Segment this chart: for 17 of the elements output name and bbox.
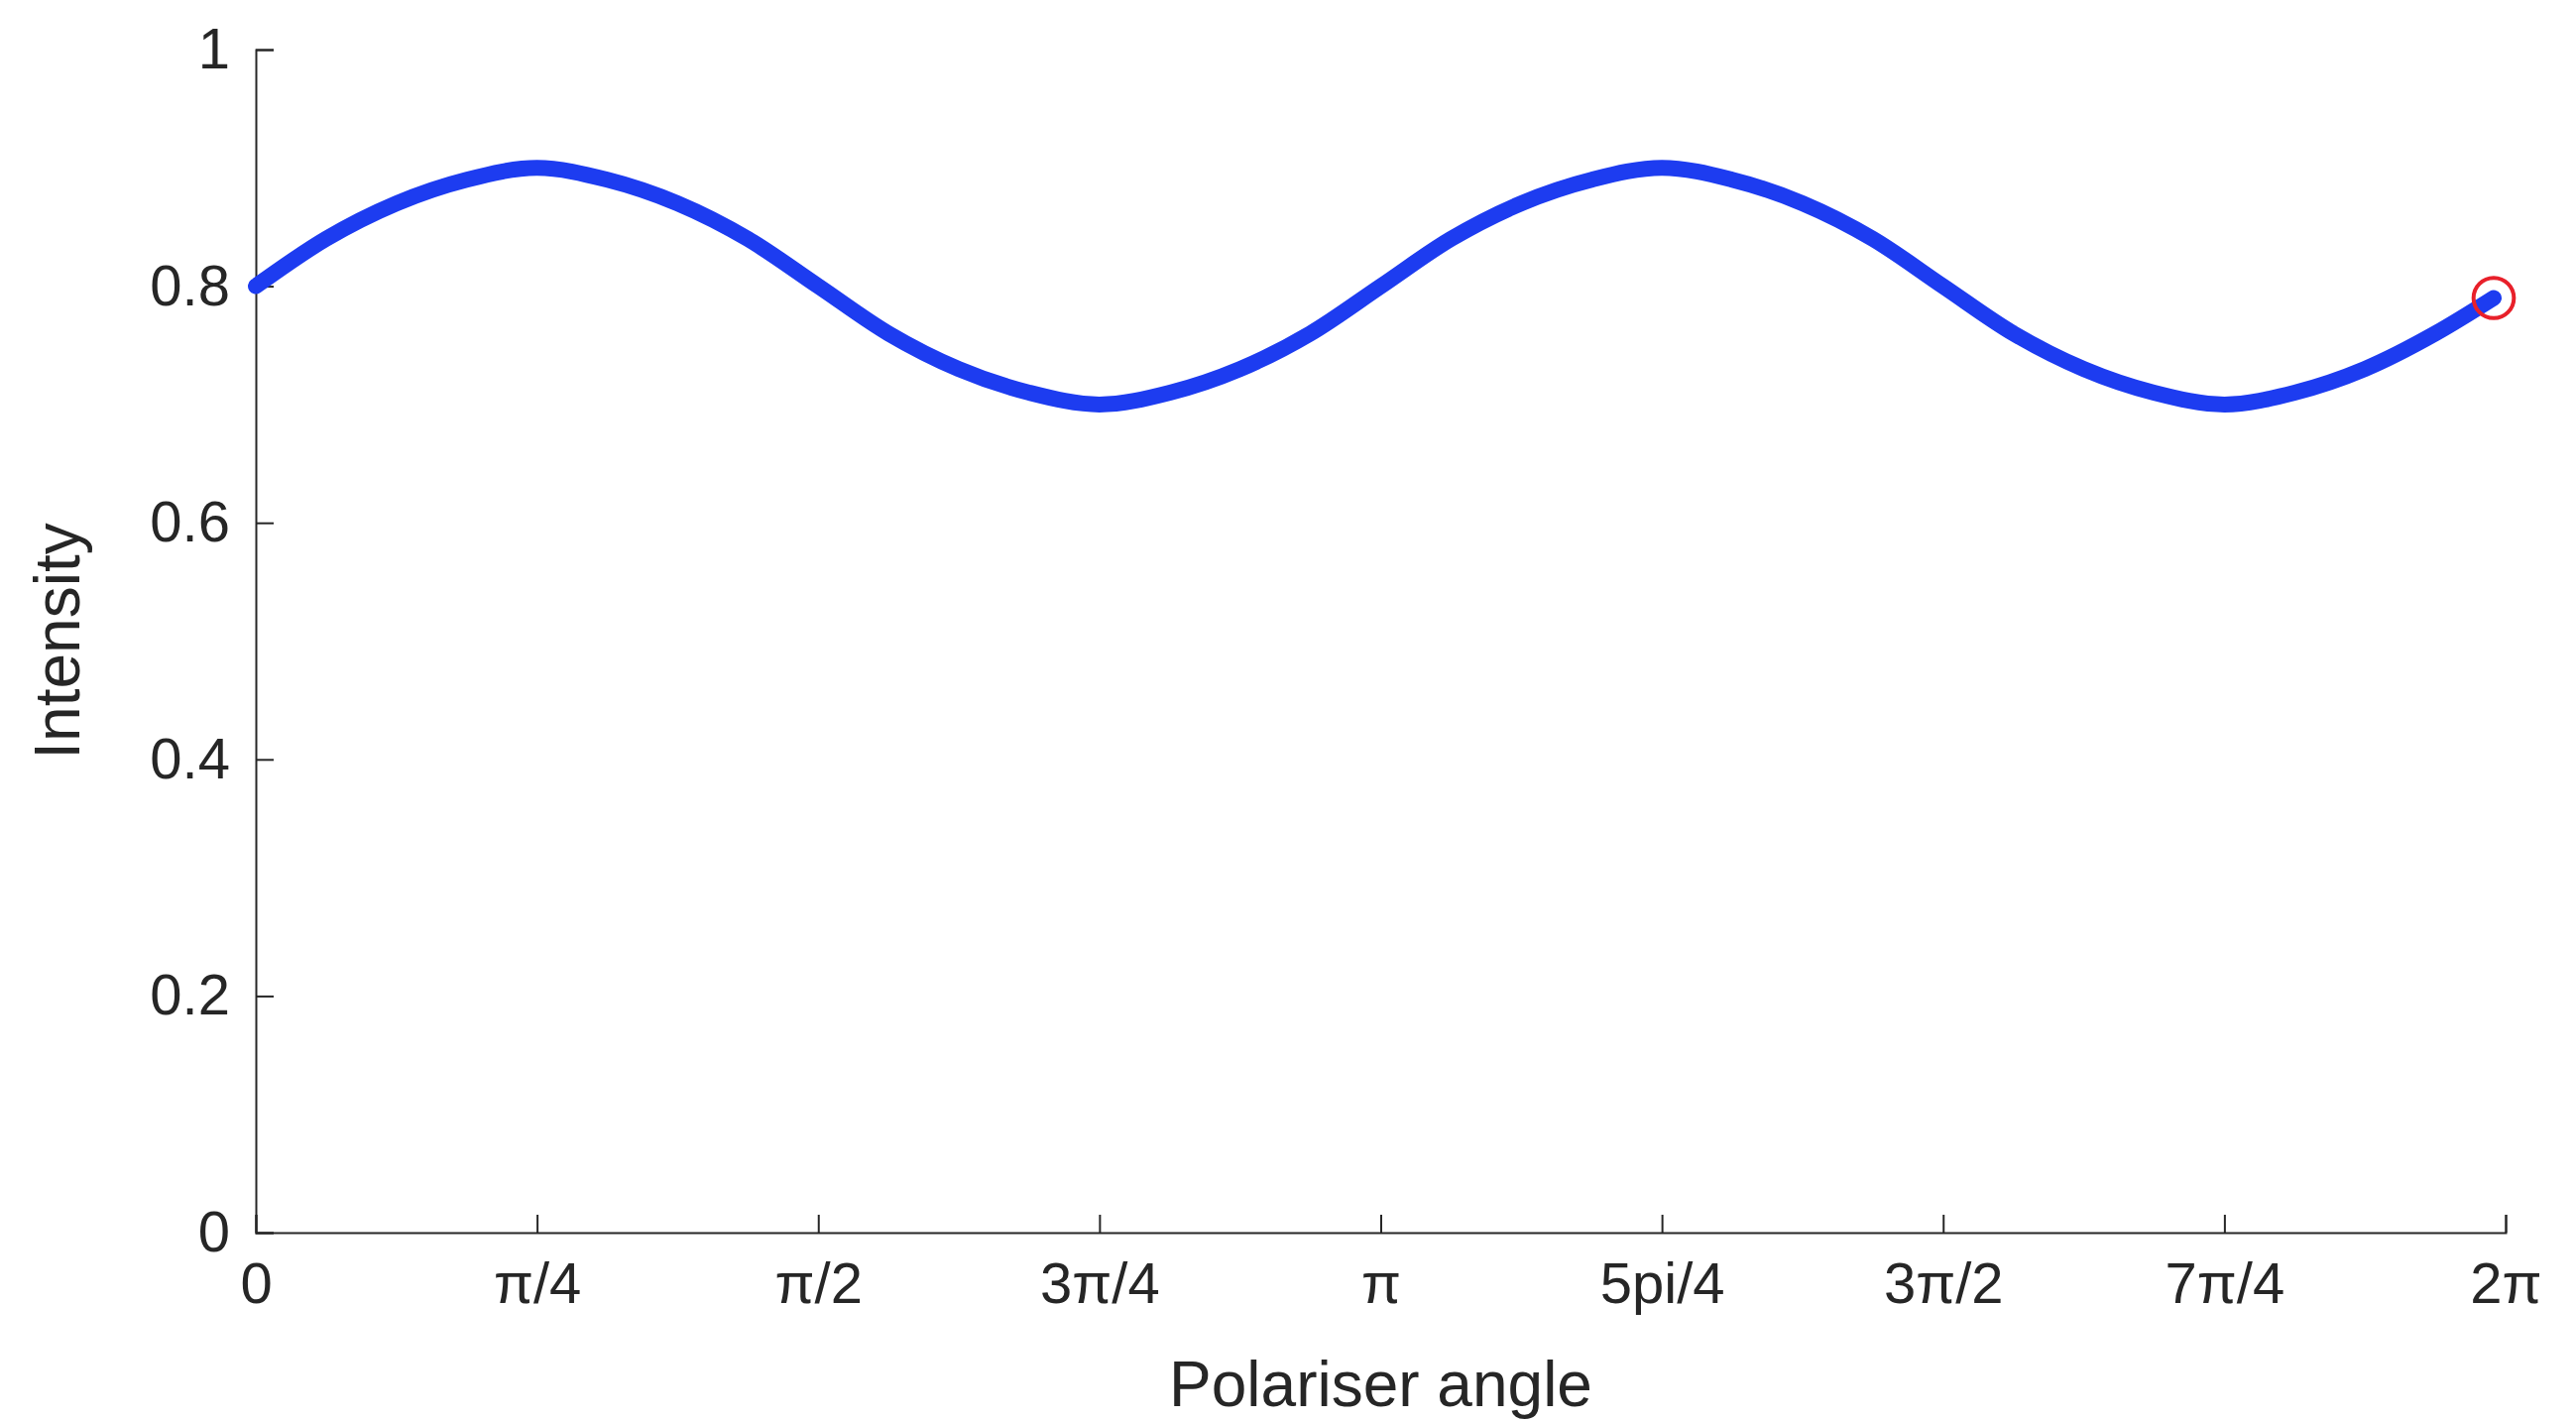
x-tick-label: π/2 <box>774 1250 863 1316</box>
x-tick-label: π/4 <box>493 1250 582 1316</box>
y-axis-title: Intensity <box>22 523 93 760</box>
x-tick-label: 3π/2 <box>1883 1250 2004 1316</box>
y-tick-label: 0.4 <box>150 725 230 790</box>
x-tick-label: 7π/4 <box>2165 1250 2285 1316</box>
x-tick-label: 3π/4 <box>1040 1250 1160 1316</box>
y-tick-label: 1 <box>197 16 230 81</box>
y-tick-label: 0.8 <box>150 252 230 317</box>
x-tick-label: 2π <box>2470 1250 2542 1316</box>
x-tick-label: π <box>1360 1250 1402 1316</box>
x-axis-title: Polariser angle <box>1169 1349 1592 1420</box>
y-tick-label: 0 <box>197 1199 230 1264</box>
y-tick-label: 0.2 <box>150 962 230 1027</box>
x-tick-label: 5pi/4 <box>1599 1250 1725 1316</box>
y-tick-label: 0.6 <box>150 489 230 554</box>
x-tick-label: 0 <box>240 1250 273 1316</box>
